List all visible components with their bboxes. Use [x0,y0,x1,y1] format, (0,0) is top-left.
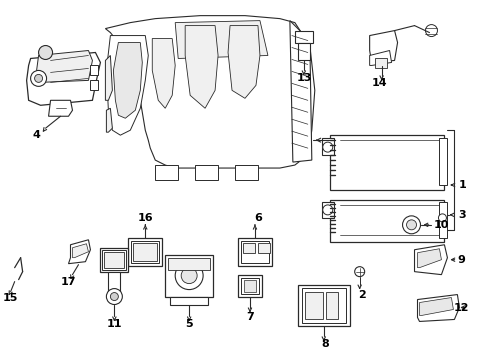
Polygon shape [105,55,112,100]
Text: 15: 15 [3,293,18,302]
Text: 6: 6 [254,213,262,223]
Polygon shape [419,298,453,315]
Text: 11: 11 [107,319,122,329]
Circle shape [106,289,122,305]
Bar [298,42,310,60]
Polygon shape [322,202,334,218]
Bar [241,278,259,293]
Bar [305,292,323,319]
Circle shape [403,216,420,234]
Bar [326,292,338,319]
Polygon shape [440,202,447,238]
Bar [108,272,121,292]
Bar [131,241,159,263]
Polygon shape [170,297,208,305]
Bar [330,200,444,242]
Bar [165,255,213,297]
Polygon shape [235,165,258,180]
Polygon shape [106,108,112,132]
Bar [330,135,444,190]
Polygon shape [152,39,175,108]
Polygon shape [106,36,148,135]
Bar [302,288,346,323]
Polygon shape [73,244,89,258]
Circle shape [181,268,197,284]
Polygon shape [155,165,178,180]
Text: 2: 2 [358,289,366,300]
Bar [104,252,124,268]
Bar [298,285,350,327]
Polygon shape [415,245,447,275]
Circle shape [407,220,416,230]
Bar [133,243,157,261]
Circle shape [323,142,333,152]
Bar [295,31,313,42]
Text: 12: 12 [454,302,469,312]
Bar [102,250,126,270]
Bar [243,243,255,253]
Text: 14: 14 [372,78,388,88]
Circle shape [30,71,47,86]
Bar [238,238,272,266]
Polygon shape [228,26,260,98]
Polygon shape [369,31,397,62]
Circle shape [323,205,333,215]
Bar [258,243,270,253]
Text: 5: 5 [185,319,193,329]
Text: 10: 10 [434,220,449,230]
Circle shape [355,267,365,276]
Circle shape [35,75,43,82]
Bar [128,238,162,266]
Text: 8: 8 [321,339,329,349]
Circle shape [175,262,203,289]
Polygon shape [322,138,334,155]
Text: 16: 16 [138,213,153,223]
Polygon shape [113,42,142,118]
Text: 17: 17 [61,276,76,287]
Polygon shape [105,15,315,168]
Bar [241,241,269,263]
Bar [375,58,387,68]
Text: 9: 9 [458,255,466,265]
Polygon shape [26,53,100,105]
Text: 1: 1 [459,180,466,190]
Polygon shape [175,21,268,58]
Text: 3: 3 [459,210,466,220]
Polygon shape [69,240,91,264]
Polygon shape [195,165,218,180]
Text: 13: 13 [297,73,313,84]
Polygon shape [369,50,392,66]
Polygon shape [91,80,98,90]
Polygon shape [290,21,312,162]
Polygon shape [417,294,460,321]
Polygon shape [37,50,93,82]
Circle shape [39,45,52,59]
Bar [244,280,256,292]
Polygon shape [440,138,447,185]
Bar [238,275,262,297]
Polygon shape [91,66,98,75]
Bar [100,248,128,272]
Polygon shape [417,249,441,268]
Text: 7: 7 [246,312,254,323]
Circle shape [110,293,119,301]
Circle shape [425,24,438,37]
Polygon shape [185,26,218,108]
Polygon shape [49,100,73,116]
Circle shape [439,214,446,222]
Bar [168,258,210,270]
Text: 4: 4 [33,130,41,140]
